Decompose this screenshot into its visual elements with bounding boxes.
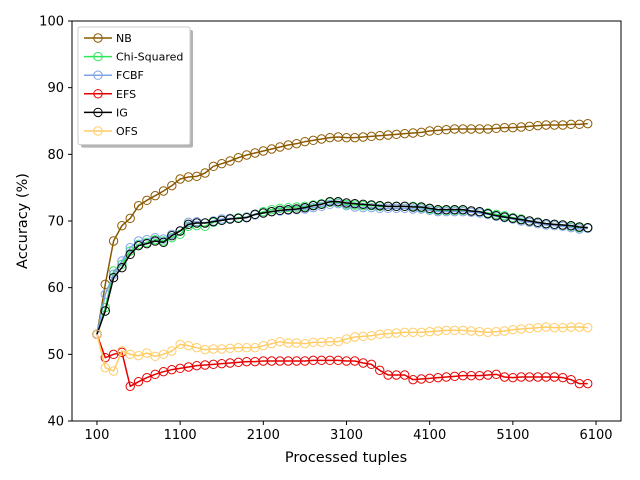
data-point-ig — [117, 262, 127, 273]
x-axis-title: Processed tuples — [285, 450, 407, 466]
series-ofs — [92, 322, 593, 376]
legend-label: Chi-Squared — [116, 51, 183, 64]
data-point-nb — [583, 118, 593, 129]
data-point-nb — [208, 161, 219, 172]
legend-label: OFS — [116, 125, 138, 138]
data-point-nb — [150, 190, 160, 201]
legend-marker — [93, 126, 103, 136]
data-point-efs — [366, 359, 377, 370]
data-point-ofs — [117, 346, 127, 356]
legend-entry-ig: IG — [84, 106, 128, 119]
legend-marker — [93, 51, 103, 62]
data-point-efs — [491, 369, 501, 380]
y-axis-title: Accuracy (%) — [15, 173, 31, 269]
data-point-ig — [316, 199, 327, 210]
legend-entry-efs: EFS — [84, 88, 136, 101]
y-axis: 40 50 60 70 80 90 100 — [39, 15, 72, 430]
x-tick-label: 1100 — [164, 428, 197, 443]
data-point-ig — [583, 222, 593, 233]
data-point-nb — [192, 171, 202, 182]
y-tick-label: 80 — [47, 148, 64, 163]
data-point-ofs — [108, 366, 119, 376]
data-point-efs — [100, 352, 110, 363]
data-point-efs — [583, 378, 593, 389]
data-point-nb — [142, 195, 152, 206]
x-tick-label: 4100 — [413, 428, 446, 443]
legend-marker — [93, 70, 103, 80]
x-tick-label: 2100 — [247, 428, 280, 443]
data-point-ig — [167, 230, 177, 241]
data-point-ofs — [333, 336, 343, 347]
data-point-ig — [108, 272, 119, 283]
data-point-efs — [375, 365, 385, 376]
data-point-ig — [175, 226, 185, 236]
data-point-ig — [142, 238, 152, 249]
legend-marker — [93, 89, 103, 99]
y-tick-label: 100 — [39, 15, 64, 30]
data-point-nb — [200, 168, 210, 178]
legend-marker — [93, 107, 103, 118]
data-point-nb — [217, 158, 227, 169]
legend-label: NB — [116, 32, 132, 45]
data-point-nb — [108, 236, 119, 246]
data-point-efs — [150, 369, 160, 380]
data-point-ofs — [142, 348, 152, 358]
data-point-efs — [566, 374, 576, 385]
data-point-nb — [117, 220, 127, 231]
data-point-ofs — [583, 322, 593, 333]
legend-entry-nb: NB — [84, 32, 132, 45]
data-point-ofs — [158, 349, 169, 360]
series-ig — [92, 196, 593, 340]
data-point-efs — [133, 376, 144, 387]
x-tick-label: 100 — [85, 428, 110, 443]
x-tick-label: 3100 — [330, 428, 363, 443]
y-tick-label: 70 — [47, 215, 64, 230]
data-point-ig — [100, 306, 110, 316]
series-layer — [92, 118, 593, 392]
legend-marker — [93, 33, 103, 43]
data-point-ig — [158, 237, 169, 248]
x-tick-label: 6100 — [579, 428, 612, 443]
y-tick-label: 60 — [47, 281, 64, 296]
legend-entry-ofs: OFS — [84, 125, 138, 138]
x-axis: 100 1100 2100 3100 4100 5100 6100 — [85, 421, 613, 443]
legend-label: EFS — [116, 88, 136, 101]
data-point-ig — [125, 249, 135, 260]
data-point-nb — [158, 186, 169, 196]
data-point-ig — [241, 212, 252, 223]
data-point-ofs — [92, 329, 102, 340]
y-tick-label: 40 — [47, 415, 64, 430]
y-tick-label: 90 — [47, 81, 64, 96]
data-point-efs — [142, 372, 152, 383]
legend-entry-chi-squared: Chi-Squared — [84, 51, 183, 64]
data-point-ofs — [100, 362, 110, 373]
legend-entry-fcbf: FCBF — [84, 69, 144, 82]
data-point-chi-squared — [200, 221, 210, 232]
legend-label: FCBF — [116, 69, 144, 82]
legend: NB Chi-Squared FCBF EFS IG OFS — [77, 26, 193, 148]
x-tick-label: 5100 — [496, 428, 529, 443]
legend-label: IG — [116, 106, 128, 119]
data-point-nb — [167, 180, 177, 191]
series-nb — [92, 118, 593, 340]
data-point-nb — [225, 156, 235, 166]
data-point-nb — [233, 152, 244, 163]
data-point-nb — [133, 200, 144, 211]
data-point-efs — [125, 381, 135, 392]
data-point-ofs — [167, 346, 177, 356]
data-point-efs — [400, 370, 410, 380]
data-point-nb — [125, 213, 135, 224]
y-tick-label: 50 — [47, 348, 64, 363]
data-point-ofs — [133, 350, 144, 361]
